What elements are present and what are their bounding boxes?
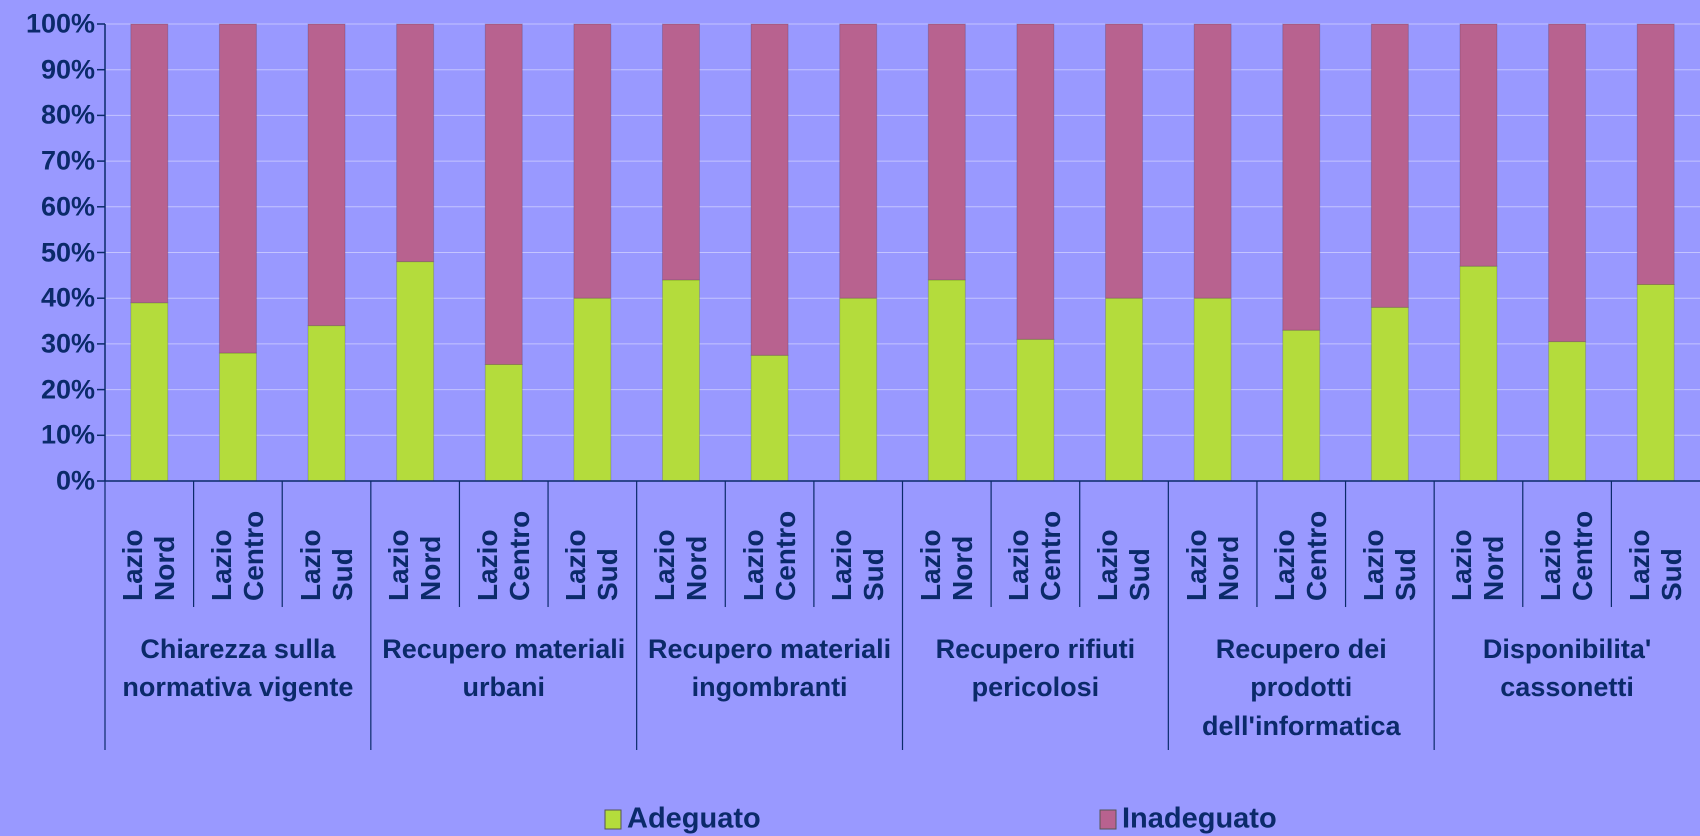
bar-segment <box>1459 23 1498 267</box>
bar-segment <box>839 23 878 299</box>
y-tick-label: 100% <box>25 8 95 39</box>
bar-segment <box>130 302 169 482</box>
x-tick-label: Lazio Nord <box>914 529 978 601</box>
bar-segment <box>839 297 878 482</box>
bar-segment <box>1548 341 1587 482</box>
x-tick-label: Lazio Centro <box>737 510 801 601</box>
legend-label: Inadeguato <box>1122 802 1277 835</box>
bar-segment <box>396 23 435 263</box>
bar-segment <box>1105 297 1144 482</box>
bar-segment <box>1193 23 1232 299</box>
bar-segment <box>750 23 789 356</box>
bar-segment <box>130 23 169 304</box>
x-tick-label: Lazio Nord <box>382 529 447 601</box>
y-tick-label: 0% <box>55 465 95 496</box>
bar-segment <box>1636 23 1675 285</box>
bar-segment <box>1636 283 1675 482</box>
x-tick-label: Lazio Nord <box>1446 529 1510 601</box>
x-tick-label: Lazio Nord <box>1180 529 1244 601</box>
x-tick-label: Lazio Sud <box>826 529 890 601</box>
y-tick-label: 70% <box>40 145 95 176</box>
y-tick-label: 60% <box>40 191 95 222</box>
x-tick-label: Lazio Centro <box>1003 510 1067 601</box>
bar-segment <box>396 261 435 482</box>
bar-segment <box>573 23 612 299</box>
y-tick-label: 30% <box>40 328 95 359</box>
group-label: Chiarezza sulla normativa vigente <box>122 634 354 703</box>
bar-segment <box>1016 23 1055 340</box>
bar-segment <box>661 23 700 281</box>
bar-segment <box>573 297 612 482</box>
y-tick-label: 20% <box>40 374 95 405</box>
bar-segment <box>1370 23 1409 308</box>
group-label: Recupero rifiuti pericolosi <box>935 634 1136 703</box>
bar-segment <box>661 279 700 482</box>
bar-segment <box>927 23 966 281</box>
x-tick-label: Lazio Nord <box>648 529 712 601</box>
group-label: Disponibilita' cassonetti <box>1482 634 1652 703</box>
group-label: Recupero materiali urbani <box>382 634 626 703</box>
x-tick-label: Lazio Nord <box>117 529 181 601</box>
legend-swatch <box>604 809 622 830</box>
x-tick-label: Lazio Centro <box>471 510 535 601</box>
y-tick-label: 90% <box>40 54 95 85</box>
bar-segment <box>1282 329 1321 482</box>
bar-segment <box>484 23 523 365</box>
bar-segment <box>1282 23 1321 331</box>
x-tick-label: Lazio Centro <box>205 510 269 601</box>
x-tick-label: Lazio Centro <box>1534 510 1599 601</box>
y-tick-label: 50% <box>40 237 95 267</box>
bar-segment <box>307 23 346 327</box>
x-tick-label: Lazio Sud <box>294 529 358 601</box>
y-tick-label: 10% <box>40 419 95 450</box>
bar-segment <box>1105 23 1144 299</box>
group-label: Recupero dei prodotti dell'informatica <box>1202 634 1401 741</box>
bar-segment <box>218 23 257 354</box>
bar-segment <box>1370 306 1409 482</box>
bar-segment <box>307 325 346 482</box>
y-tick-label: 40% <box>40 282 95 313</box>
x-tick-label: Lazio Sud <box>1623 529 1687 601</box>
bar-segment <box>750 354 789 482</box>
bar-segment <box>1459 265 1498 482</box>
y-tick-label: 80% <box>40 99 95 130</box>
x-tick-label: Lazio Sud <box>1091 529 1156 601</box>
bar-segment <box>1016 338 1055 482</box>
group-label: Recupero materiali ingombranti <box>648 634 892 703</box>
legend-swatch <box>1099 809 1117 830</box>
bar-segment <box>484 363 523 482</box>
bar-segment <box>1548 23 1587 343</box>
bar-segment <box>218 352 257 482</box>
bar-segment <box>927 279 966 482</box>
x-tick-label: Lazio Sud <box>560 529 624 601</box>
bar-segment <box>1193 297 1232 482</box>
x-tick-label: Lazio Sud <box>1357 529 1421 601</box>
x-tick-label: Lazio Centro <box>1269 510 1333 601</box>
legend-label: Adeguato <box>627 802 761 835</box>
